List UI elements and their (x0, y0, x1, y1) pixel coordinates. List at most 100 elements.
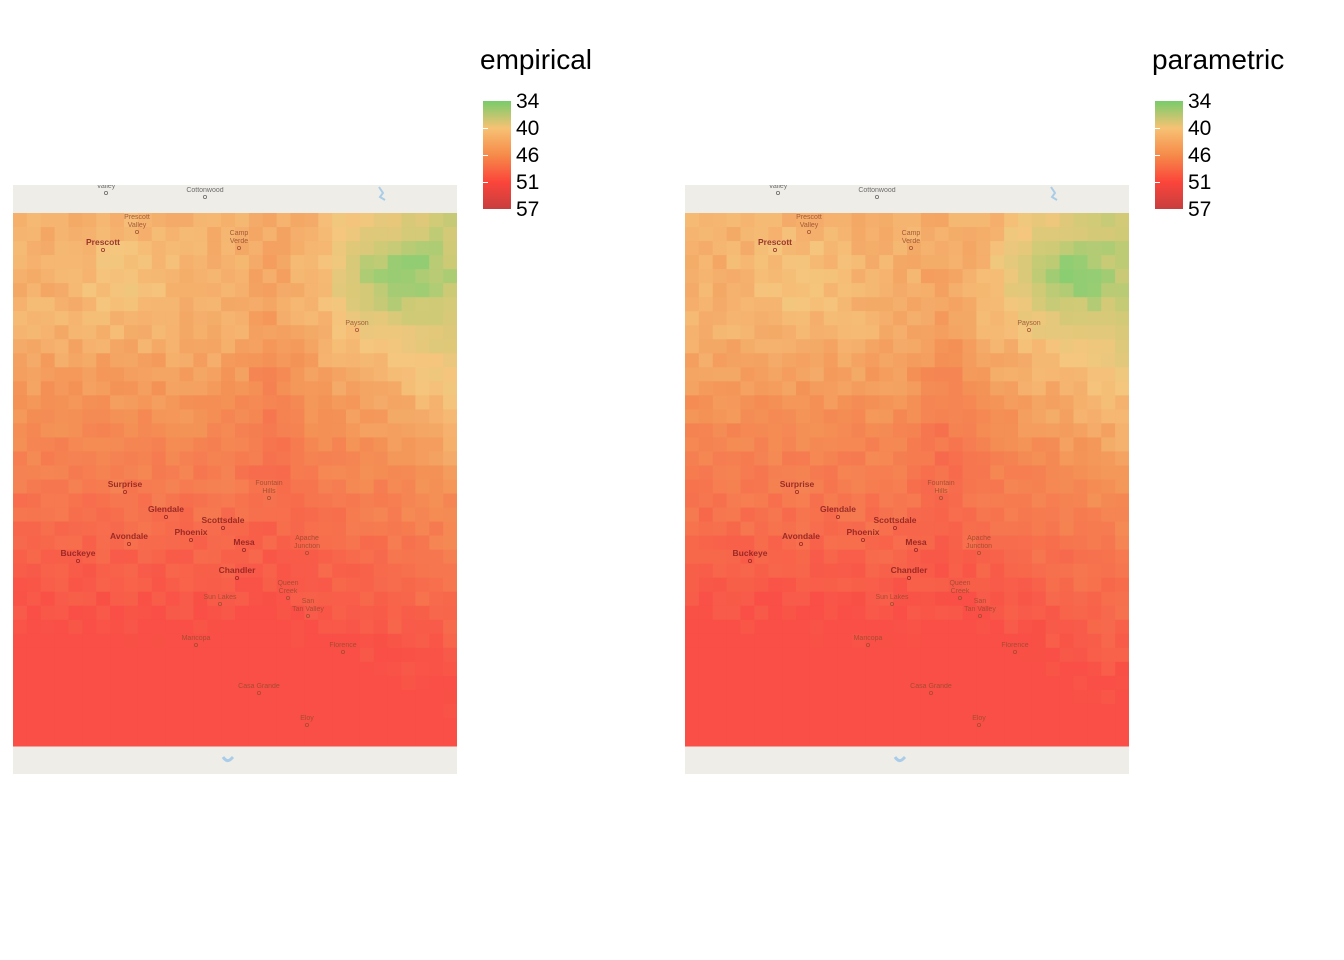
heat-cell (934, 255, 950, 270)
heat-cell (893, 381, 908, 396)
heat-cell (401, 535, 416, 551)
heat-cell (948, 283, 964, 298)
heat-cell (82, 521, 97, 537)
heat-cell (990, 367, 1005, 382)
heat-cell (823, 521, 839, 537)
heat-cell (54, 297, 70, 312)
heat-cell (13, 353, 28, 368)
heat-cell (262, 283, 278, 298)
heat-cell (346, 591, 361, 607)
heat-cell (373, 703, 389, 719)
heat-cell (346, 507, 361, 523)
heat-cell (782, 423, 797, 438)
heat-cell (1073, 311, 1088, 326)
heat-cell (1101, 227, 1116, 242)
heat-cell (443, 437, 457, 452)
heat-cell (13, 339, 28, 354)
legend-title: empirical (480, 44, 593, 75)
heat-cell (851, 311, 866, 326)
heat-cell (1059, 647, 1075, 663)
heat-cell (1101, 325, 1116, 340)
heat-cell (304, 339, 319, 354)
place-marker-icon (892, 525, 897, 530)
heat-cell (54, 731, 70, 747)
heat-cell (920, 479, 936, 495)
heat-cell (193, 647, 208, 663)
heat-cell (893, 241, 908, 256)
heat-cell (698, 731, 714, 747)
heat-cell (1087, 465, 1102, 480)
heat-cell (1087, 479, 1102, 495)
heat-cell (1059, 381, 1075, 396)
heat-cell (1115, 535, 1129, 551)
place-marker-icon (957, 595, 962, 600)
legend-tick (1155, 155, 1160, 156)
heat-cell (990, 451, 1005, 466)
heat-cell (823, 213, 839, 228)
heat-cell (165, 325, 181, 340)
heat-cell (26, 633, 42, 649)
heat-cell (948, 703, 964, 719)
heat-cell (809, 549, 825, 565)
heat-cell (851, 451, 866, 466)
heat-cell (276, 689, 292, 705)
heat-cell (359, 465, 375, 480)
heat-cell (318, 619, 333, 635)
heat-cell (401, 227, 416, 242)
heat-cell (879, 409, 894, 424)
heat-cell (443, 423, 457, 438)
heat-cell (13, 703, 28, 719)
heat-cell (304, 535, 319, 551)
heat-cell (235, 675, 250, 691)
place-label: Valley (769, 185, 788, 196)
heat-cell (782, 255, 797, 270)
heat-cell (82, 675, 97, 691)
heat-cell (934, 213, 950, 228)
heat-cell (207, 731, 222, 747)
heat-cell (165, 633, 181, 649)
heat-cell (740, 353, 755, 368)
heat-cell (851, 717, 866, 733)
heat-cell (962, 227, 977, 242)
heat-cell (429, 409, 444, 424)
heat-cell (934, 367, 950, 382)
heat-cell (976, 661, 991, 677)
heat-cell (726, 731, 742, 747)
heat-cell (318, 521, 333, 537)
heat-cell (54, 353, 70, 368)
heat-cell (1018, 297, 1033, 312)
heat-cell (782, 717, 797, 733)
heat-cell (851, 563, 866, 579)
heat-cell (387, 619, 403, 635)
heat-cell (1018, 451, 1033, 466)
heat-cell (26, 619, 42, 635)
place-name: Prescott (86, 237, 120, 247)
heat-cell (1101, 563, 1116, 579)
heat-cell (1101, 549, 1116, 565)
heat-cell (137, 479, 153, 495)
heat-cell (179, 353, 194, 368)
heat-cell (415, 577, 430, 593)
legend-label: 46 (1188, 144, 1212, 167)
heat-cell (1087, 451, 1102, 466)
heat-cell (1087, 563, 1102, 579)
heat-cell (151, 619, 167, 635)
heat-cell (40, 255, 56, 270)
heat-cell (373, 717, 389, 733)
heat-cell (726, 367, 742, 382)
heat-cell (359, 227, 375, 242)
heat-cell (1073, 367, 1088, 382)
heat-cell (137, 381, 153, 396)
heat-cell (359, 703, 375, 719)
heat-cell (1073, 493, 1088, 509)
heat-cell (68, 367, 83, 382)
heat-cell (865, 213, 880, 228)
heat-cell (443, 325, 457, 340)
heat-cell (137, 213, 153, 228)
heat-cell (415, 591, 430, 607)
heat-cell (151, 493, 167, 509)
heat-cell (137, 675, 153, 691)
place-name: Chandler (219, 565, 257, 575)
heat-cell (1045, 451, 1061, 466)
heat-cell (40, 367, 56, 382)
